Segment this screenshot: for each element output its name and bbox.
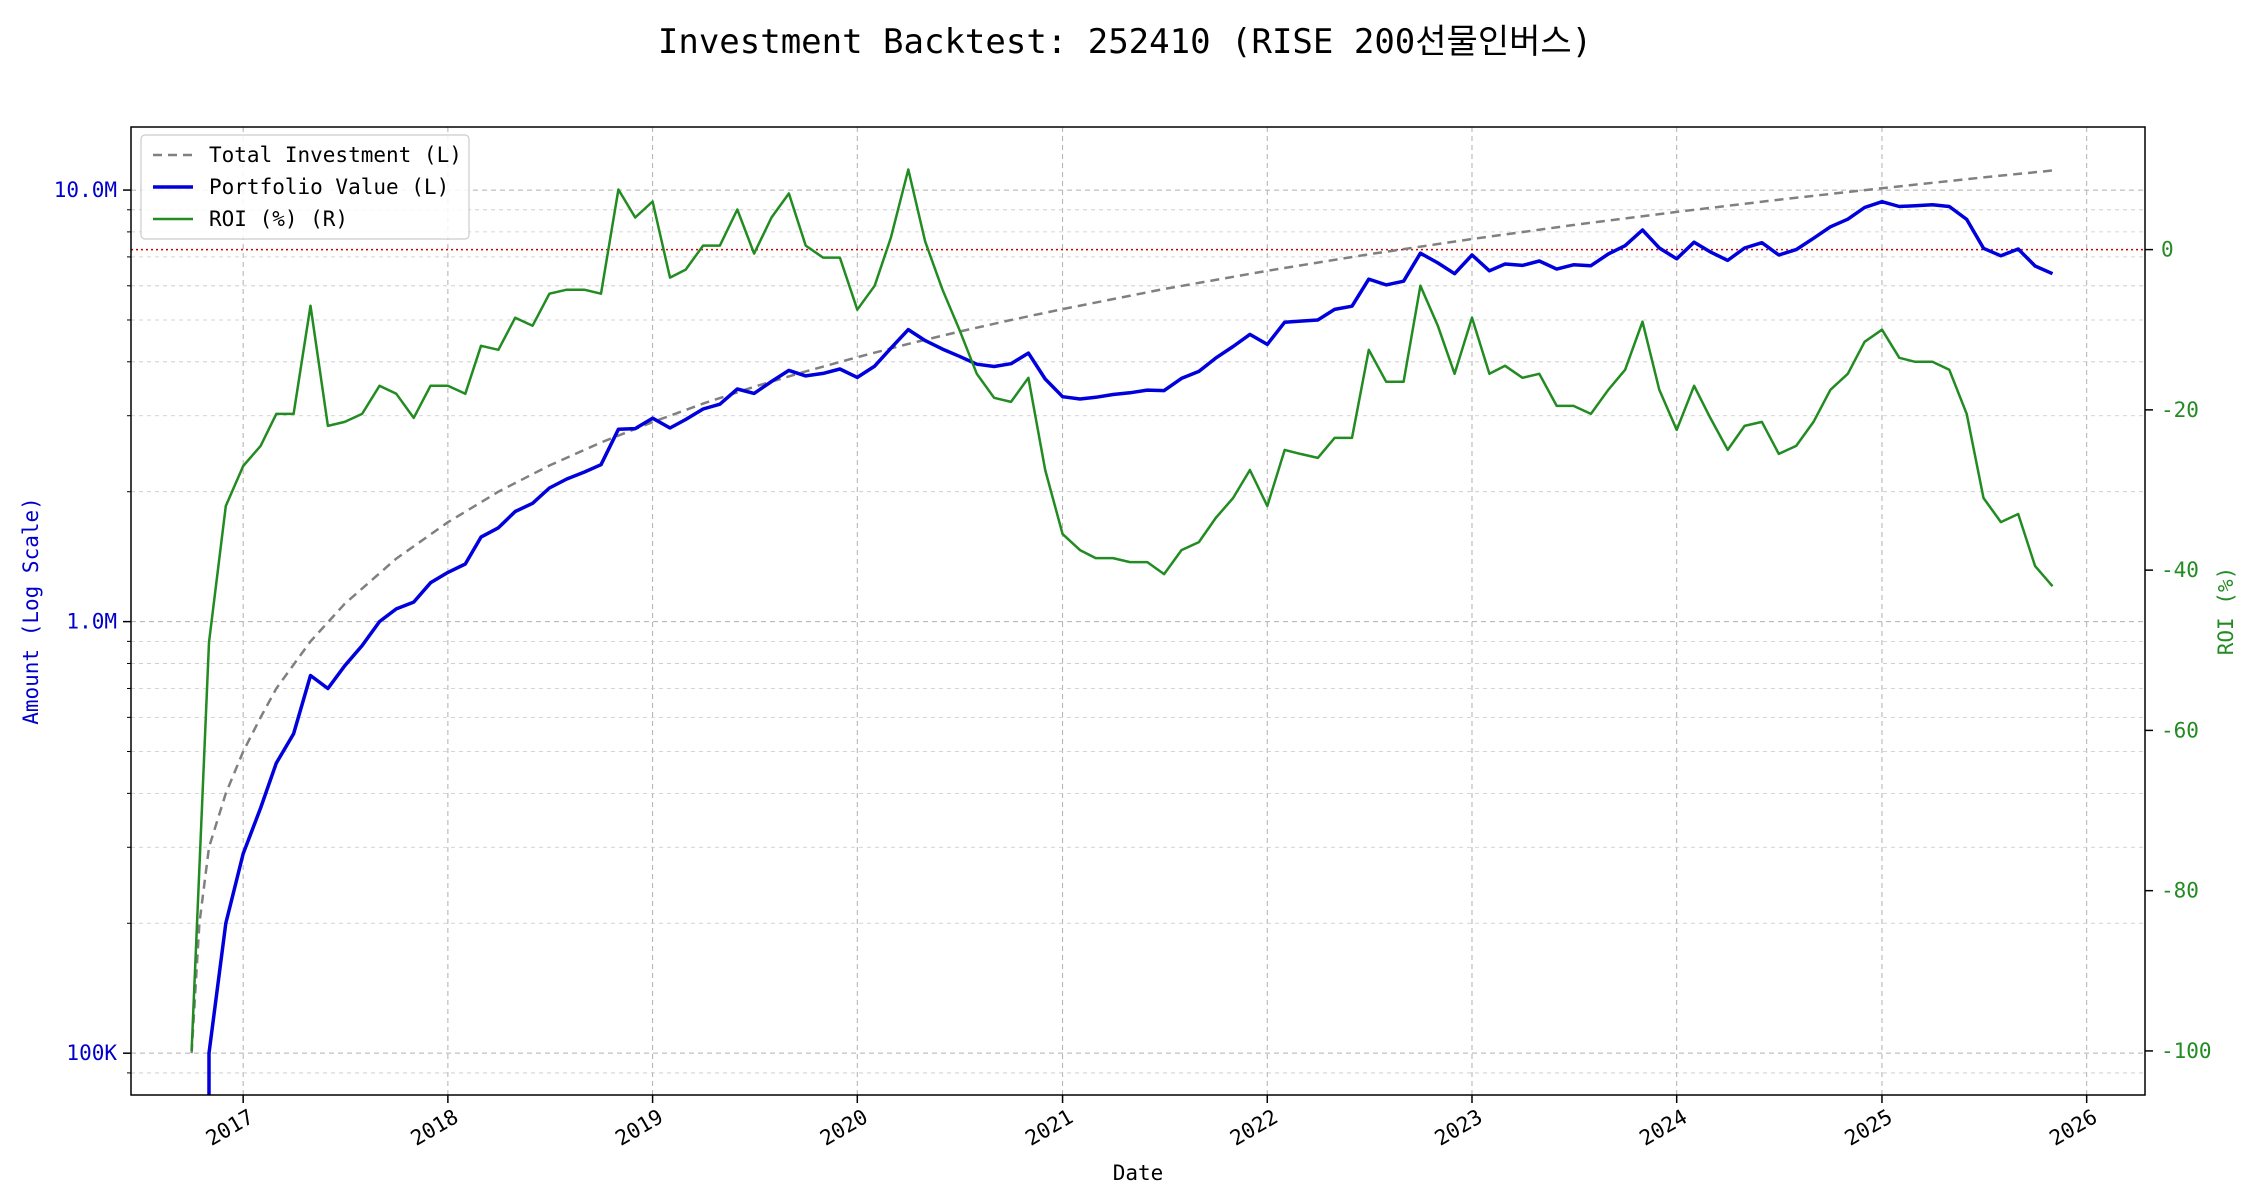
x-tick-label: 2021 [1021,1105,1077,1151]
x-tick-label: 2025 [1841,1105,1897,1151]
left-y-tick-label: 1.0M [66,610,117,634]
x-tick-label: 2017 [202,1105,258,1151]
x-tick-label: 2022 [1226,1105,1282,1151]
right-y-tick-label: 0 [2161,238,2174,262]
right-y-tick-label: -20 [2161,398,2199,422]
legend: Total Investment (L) Portfolio Value (L) R… [140,134,470,240]
left-y-tick-label: 100K [66,1041,117,1065]
series-line-0 [190,169,2053,1054]
x-tick-label: 2026 [2045,1105,2101,1151]
left-y-axis-title: Amount (Log Scale) [19,497,43,725]
x-tick-label: 2019 [611,1105,667,1151]
series-line-1 [207,199,2054,1095]
right-y-tick-label: -60 [2161,718,2199,742]
right-y-axis-title: ROI (%) [2214,567,2238,656]
legend-box [140,134,470,240]
x-axis-title: Date [1113,1161,1164,1185]
x-tick-label: 2023 [1431,1105,1487,1151]
x-tick-label: 2020 [816,1105,872,1151]
x-tick-label: 2018 [407,1105,463,1151]
legend-label-0: Total Investment (L) [209,143,462,167]
x-tick-label: 2024 [1635,1105,1691,1151]
right-y-tick-label: -40 [2161,558,2199,582]
legend-label-2: ROI (%) (R) [209,207,348,231]
chart-title: Investment Backtest: 252410 (RISE 200선물인… [657,22,1593,62]
right-y-tick-label: -100 [2161,1039,2212,1063]
right-y-tick-label: -80 [2161,879,2199,903]
legend-label-1: Portfolio Value (L) [209,175,449,199]
left-y-tick-label: 10.0M [54,178,117,202]
grid-lines [131,127,2145,1095]
series-line-2 [190,168,2054,1051]
plot-frame [130,126,2146,1096]
series-lines [131,168,2145,1095]
